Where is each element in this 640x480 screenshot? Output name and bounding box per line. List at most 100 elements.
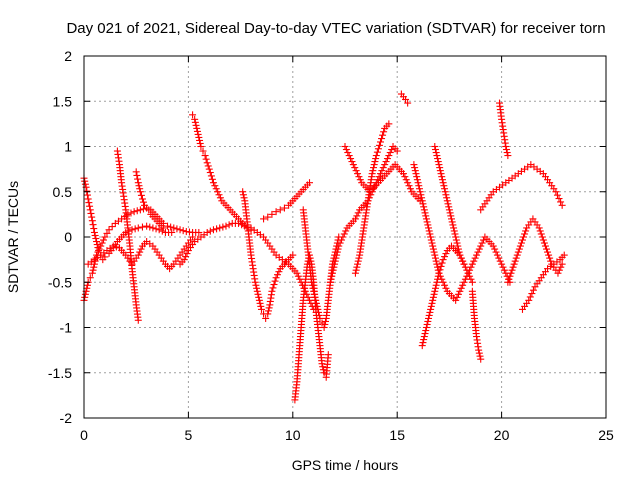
data-point: [464, 269, 472, 277]
data-point: [525, 296, 533, 304]
data-point: [427, 233, 435, 241]
data-point: [431, 284, 439, 292]
y-tick-label: 1.5: [53, 93, 73, 109]
data-point: [439, 179, 447, 187]
x-tick-label: 10: [285, 427, 301, 443]
data-point: [270, 281, 278, 289]
data-point: [371, 158, 379, 166]
data-point: [196, 139, 204, 147]
data-point: [85, 199, 93, 207]
data-point: [140, 198, 148, 206]
data-point: [98, 239, 106, 247]
data-point: [508, 266, 516, 274]
data-point: [381, 161, 389, 169]
data-point: [262, 314, 270, 322]
data-point: [315, 308, 323, 316]
data-point: [418, 197, 426, 205]
data-point: [499, 263, 507, 271]
data-point: [468, 278, 476, 286]
data-point: [560, 251, 568, 259]
data-point: [276, 206, 284, 214]
data-point: [351, 215, 359, 223]
data-point: [105, 226, 113, 234]
data-point: [189, 233, 197, 241]
data-point: [206, 169, 214, 177]
data-point: [439, 256, 447, 264]
data-point: [459, 281, 467, 289]
data-point: [429, 245, 437, 253]
data-point: [91, 257, 99, 265]
data-point: [436, 167, 444, 175]
data-point: [447, 212, 455, 220]
data-point: [404, 179, 412, 187]
data-point: [385, 152, 393, 160]
data-point: [88, 269, 96, 277]
data-point: [257, 302, 265, 310]
x-tick-label: 0: [80, 427, 88, 443]
data-point: [447, 215, 455, 223]
data-point: [251, 278, 259, 286]
data-point: [90, 263, 98, 271]
data-point: [552, 188, 560, 196]
data-point: [376, 170, 384, 178]
data-point: [134, 316, 142, 324]
data-point: [386, 149, 394, 157]
data-point: [496, 257, 504, 265]
data-point: [424, 317, 432, 325]
data-point: [319, 363, 327, 371]
data-point: [146, 223, 154, 231]
data-point: [99, 236, 107, 244]
data-point: [133, 171, 141, 179]
data-point: [255, 296, 263, 304]
data-point: [135, 182, 143, 190]
data-point: [342, 146, 350, 154]
data-point: [137, 191, 145, 199]
data-point: [460, 278, 468, 286]
data-point: [442, 284, 450, 292]
data-point: [425, 224, 433, 232]
data-point: [124, 210, 132, 218]
data-point: [456, 251, 464, 259]
data-point: [475, 245, 483, 253]
data-point: [423, 320, 431, 328]
data-point: [434, 158, 442, 166]
data-point: [453, 293, 461, 301]
data-point: [521, 230, 529, 238]
data-point: [520, 233, 528, 241]
data-point: [83, 191, 91, 199]
data-point: [558, 201, 566, 209]
data-point: [322, 317, 330, 325]
data-point: [164, 222, 172, 230]
y-axis-label: SDTVAR / TECUs: [5, 181, 21, 293]
data-point: [342, 227, 350, 235]
data-point: [420, 206, 428, 214]
data-point: [416, 188, 424, 196]
data-point: [319, 366, 327, 374]
data-point: [333, 248, 341, 256]
data-point: [431, 146, 439, 154]
data-point: [108, 223, 116, 231]
data-point: [296, 275, 304, 283]
data-point: [293, 269, 301, 277]
data-point: [130, 208, 138, 216]
data-point: [89, 221, 97, 229]
data-point: [436, 164, 444, 172]
data-point: [136, 206, 144, 214]
data-point: [136, 188, 144, 196]
data-point: [334, 245, 342, 253]
data-point: [477, 355, 485, 363]
data-point: [420, 333, 428, 341]
data-point: [344, 149, 352, 157]
data-point: [92, 235, 100, 243]
data-point: [500, 266, 508, 274]
data-point: [432, 149, 440, 157]
data-point: [418, 194, 426, 202]
data-point: [445, 206, 453, 214]
data-point: [418, 342, 426, 350]
data-point: [134, 175, 142, 183]
data-point: [475, 346, 483, 354]
data-point: [454, 290, 462, 298]
data-point: [132, 168, 140, 176]
data-point: [140, 205, 148, 213]
data-point: [425, 227, 433, 235]
